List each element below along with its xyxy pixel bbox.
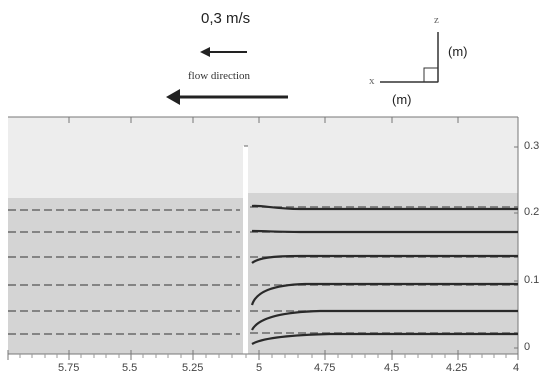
z-axis-letter: z (434, 14, 439, 26)
x-tick-label: 5.25 (182, 362, 204, 374)
flow-direction-label: flow direction (188, 70, 251, 82)
streamline-6 (251, 332, 518, 345)
x-tick-label: 4.75 (314, 362, 336, 374)
right-axis (514, 117, 519, 354)
x-tick-label: 4 (513, 362, 520, 374)
y-tick-label: 0.1 (524, 274, 540, 286)
x-tick-label: 5.75 (58, 362, 80, 374)
y-tick-label: 0.2 (524, 206, 540, 218)
x-tick-label: 5 (256, 362, 263, 374)
water-region-downstream (248, 193, 518, 354)
z-unit-label: (m) (448, 44, 468, 59)
gate (243, 146, 248, 354)
streamline-4 (250, 282, 518, 306)
streamline-3 (251, 254, 518, 264)
y-tick-label: 0 (524, 341, 531, 353)
velocity-scale-label: 0,3 m/s (201, 10, 251, 27)
upstream-probe-lines (8, 209, 240, 335)
y-tick-label: 0.3 (524, 140, 540, 152)
streamline-1 (251, 204, 518, 211)
bottom-axis (7, 350, 519, 360)
bottom-axis-minor-ticks (19, 354, 507, 358)
x-tick-label: 5.5 (122, 362, 138, 374)
x-tick-label: 4.25 (446, 362, 468, 374)
x-unit-label: (m) (392, 92, 412, 107)
x-tick-label: 4.5 (384, 362, 400, 374)
x-axis-letter: x (369, 75, 375, 87)
streamline-5 (251, 309, 518, 331)
top-ticks (8, 116, 518, 123)
streamlines (250, 204, 518, 345)
streamline-2 (251, 229, 518, 234)
water-region-upstream (8, 198, 245, 354)
